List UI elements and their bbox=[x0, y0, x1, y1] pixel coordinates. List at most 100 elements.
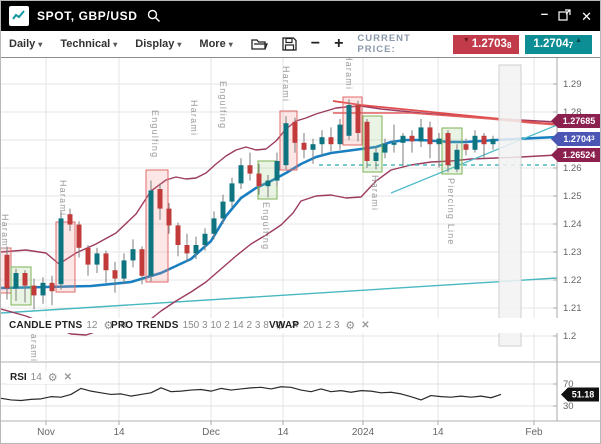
annotation-layer: Harami Harami Engulfing Harami Engulfing Hara… bbox=[1, 58, 456, 362]
indicator-label-row: CANDLE PTNS 12 ⚙ ✕ PRO TRENDS 150 3 10 2… bbox=[1, 318, 558, 333]
x-axis-label: Feb bbox=[525, 427, 543, 438]
candle-bearish bbox=[292, 121, 298, 143]
indicator-params: 150 3 10 2 14 2 3 8 bbox=[182, 320, 269, 331]
zoom-out-button[interactable]: − bbox=[310, 35, 321, 52]
up-arrow-icon: ▲ bbox=[575, 36, 582, 44]
indicator-name: VWAP bbox=[269, 320, 300, 331]
title-bar: SPOT, GBP/USD – ✕ bbox=[1, 1, 600, 31]
candle-bullish bbox=[454, 149, 460, 170]
settings-icon[interactable]: ⚙ bbox=[103, 320, 114, 332]
chart-area[interactable]: Harami Harami Engulfing Harami Engulfing Hara… bbox=[1, 58, 600, 443]
candle-bullish bbox=[94, 253, 100, 265]
remove-indicator-icon[interactable]: ✕ bbox=[361, 320, 370, 331]
menu-more[interactable]: More ▾ bbox=[199, 38, 233, 50]
price-level-badge-value: 1.27043 bbox=[563, 134, 595, 144]
popout-button[interactable] bbox=[558, 9, 571, 23]
candle-bearish bbox=[184, 245, 190, 254]
y-axis-label: 1.2 bbox=[563, 331, 576, 342]
vwap-long-trend-line bbox=[1, 277, 558, 314]
candle-bullish bbox=[490, 138, 496, 145]
chevron-down-icon: ▾ bbox=[38, 40, 43, 49]
settings-icon[interactable]: ⚙ bbox=[47, 372, 58, 384]
upper-band-line bbox=[1, 105, 558, 265]
toolbar: Daily ▾ Technical ▾ Display ▾ More ▾ − + CUR… bbox=[1, 31, 600, 58]
bid-price-badge: ▼ 1.2703 8 bbox=[452, 34, 520, 54]
candle-bullish bbox=[193, 245, 199, 254]
candle-bullish bbox=[40, 282, 46, 296]
x-axis-label: Dec bbox=[202, 427, 220, 438]
candle-bearish bbox=[409, 135, 415, 142]
pattern-annotation: Harami bbox=[344, 58, 354, 90]
indicator-rsi: RSI 14 ⚙ ✕ bbox=[7, 371, 76, 384]
candle-bullish bbox=[310, 144, 316, 150]
remove-indicator-icon[interactable]: ✕ bbox=[63, 372, 73, 383]
candle-bullish bbox=[220, 201, 226, 219]
settings-icon[interactable]: ⚙ bbox=[274, 320, 285, 332]
minimize-button[interactable]: – bbox=[540, 5, 549, 21]
remove-indicator-icon[interactable]: ✕ bbox=[119, 320, 128, 331]
pro-trend-a-line bbox=[332, 100, 558, 125]
indicator-candle-patterns: CANDLE PTNS 12 ⚙ ✕ bbox=[9, 319, 128, 332]
candle-bearish bbox=[85, 247, 91, 265]
y-axis-label: 1.26 bbox=[563, 163, 582, 174]
pattern-annotation: Harami bbox=[370, 175, 380, 211]
y-axis-label: 1.28 bbox=[563, 107, 582, 118]
candle-bearish bbox=[67, 214, 73, 225]
candle-bullish bbox=[391, 142, 397, 145]
candle-bearish bbox=[481, 135, 487, 145]
chevron-down-icon: ▾ bbox=[177, 40, 182, 49]
indicator-params: 14 bbox=[30, 372, 42, 383]
chevron-down-icon: ▾ bbox=[113, 40, 118, 49]
candle-bearish bbox=[31, 285, 37, 296]
close-button[interactable]: ✕ bbox=[581, 8, 592, 24]
indicator-params: 12 bbox=[86, 320, 98, 331]
y-axis-label: 1.29 bbox=[563, 79, 582, 90]
candle-bearish bbox=[355, 105, 361, 133]
indicator-name: PRO TRENDS bbox=[111, 320, 179, 331]
candle-bullish bbox=[121, 260, 127, 279]
menu-technical[interactable]: Technical ▾ bbox=[60, 38, 118, 50]
x-axis-label: 14 bbox=[277, 427, 289, 438]
indicator-vwap: VWAP 20 1 2 3 ⚙ ✕ bbox=[269, 319, 370, 332]
y-axis-label: 1.23 bbox=[563, 247, 582, 258]
open-folder-icon[interactable] bbox=[251, 37, 268, 51]
indicator-params: 20 1 2 3 bbox=[303, 320, 340, 331]
y-axis-label: 1.21 bbox=[563, 303, 582, 314]
remove-indicator-icon[interactable]: ✕ bbox=[290, 320, 300, 331]
search-icon[interactable] bbox=[147, 9, 161, 23]
pattern-annotation: Engulfing bbox=[218, 81, 228, 129]
candle-bullish bbox=[400, 135, 406, 143]
pattern-annotation: Harami bbox=[29, 326, 39, 362]
candle-bullish bbox=[346, 105, 352, 136]
x-axis-label: Nov bbox=[37, 427, 55, 438]
candle-bearish bbox=[256, 173, 262, 187]
pattern-annotation: Engulfing bbox=[261, 202, 271, 250]
candle-bearish bbox=[4, 254, 10, 289]
save-icon[interactable] bbox=[282, 37, 297, 51]
line-chart-icon bbox=[9, 6, 29, 26]
candle-bullish bbox=[211, 218, 217, 234]
candle-bullish bbox=[436, 138, 442, 145]
menu-display[interactable]: Display ▾ bbox=[135, 38, 182, 50]
pattern-annotation: Harami bbox=[58, 180, 68, 216]
indicator-name: RSI bbox=[10, 372, 27, 383]
rsi-level-label: 70 bbox=[563, 379, 574, 390]
settings-icon[interactable]: ⚙ bbox=[345, 320, 356, 332]
indicator-pro-trends: PRO TRENDS 150 3 10 2 14 2 3 8 ⚙ ✕ bbox=[111, 319, 299, 332]
zoom-in-button[interactable]: + bbox=[334, 35, 344, 52]
candle-bullish bbox=[238, 165, 244, 184]
current-session-highlight bbox=[498, 64, 522, 347]
candle-bullish bbox=[130, 249, 136, 261]
candle-bearish bbox=[22, 273, 28, 286]
price-level-badge-value: 1.26524 bbox=[563, 150, 596, 160]
candle-bearish bbox=[364, 121, 370, 161]
indicator-name: CANDLE PTNS bbox=[9, 320, 83, 331]
x-axis-label: 2024 bbox=[352, 427, 375, 438]
y-axis-label: 1.24 bbox=[563, 219, 582, 230]
rsi-level-label: 30 bbox=[563, 401, 574, 412]
candle-bullish bbox=[382, 144, 388, 153]
candle-bullish bbox=[58, 218, 64, 285]
candle-bullish bbox=[13, 273, 19, 289]
menu-daily[interactable]: Daily ▾ bbox=[9, 38, 43, 50]
